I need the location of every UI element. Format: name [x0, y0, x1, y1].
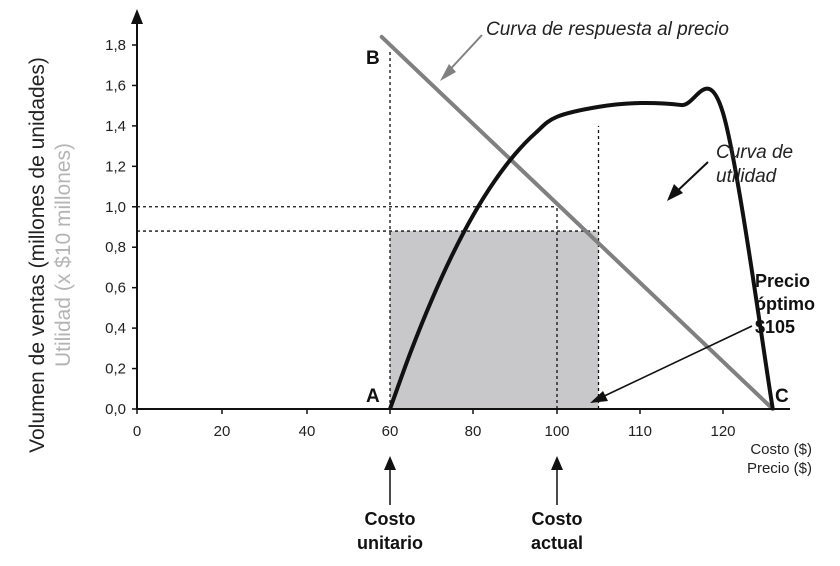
- y-axis-secondary-title: Utilidad (x $10 millones): [52, 143, 75, 367]
- profit-curve-annotation-line-1: Curva de: [716, 142, 793, 163]
- x-tick-label: 20: [214, 423, 231, 440]
- profit-curve-annotation-line-2: utilidad: [716, 166, 778, 187]
- x-axis-label-cost: Costo ($): [750, 441, 812, 458]
- y-tick-label: 1,4: [105, 118, 126, 135]
- x-tick-label: 80: [465, 423, 482, 440]
- unit-cost-arrowhead: [384, 456, 396, 470]
- price-curve-annotation-arrowhead: [440, 64, 456, 81]
- unit-cost-label-line-1: Costo: [365, 509, 416, 529]
- x-tick-label: 0: [133, 423, 141, 440]
- optimal-price-line-3: $105: [755, 317, 795, 337]
- y-tick-label: 1,8: [105, 37, 126, 54]
- optimal-price-line-1: Precio: [755, 271, 810, 291]
- x-tick-label: 120: [710, 423, 735, 440]
- price-curve-annotation: Curva de respuesta al precio: [486, 19, 729, 40]
- point-label-b: B: [366, 48, 380, 69]
- unit-cost-label-line-2: unitario: [357, 533, 423, 553]
- y-tick-label: 1,2: [105, 158, 126, 175]
- y-tick-label: 1,0: [105, 199, 126, 216]
- guide-lines-layer: [137, 49, 600, 409]
- optimal-price-line-2: óptimo: [755, 294, 815, 314]
- optimal-price-arrow: [597, 325, 753, 400]
- current-cost-arrowhead: [551, 456, 563, 470]
- x-tick-label: 40: [299, 423, 316, 440]
- y-tick-label: 0,0: [105, 401, 126, 418]
- y-tick-label: 0,8: [105, 239, 126, 256]
- y-axis-title: Volumen de ventas (millones de unidades): [26, 57, 49, 453]
- y-tick-label: 0,4: [105, 320, 126, 337]
- optimal-price-arrowhead: [590, 391, 608, 403]
- current-cost-label-line-2: actual: [531, 533, 583, 553]
- y-tick-label: 0,6: [105, 280, 126, 297]
- y-tick-label: 1,6: [105, 77, 126, 94]
- x-axis-label-price: Precio ($): [747, 460, 812, 477]
- profit-curve-annotation-arrowhead: [667, 184, 683, 201]
- ticks-layer: 0,0 0,2 0,4 0,6 0,8 1,0 1,2 1,4 1,6 1,8 0 20 40 60 80 1…: [105, 37, 735, 440]
- y-axis-arrowhead: [131, 9, 143, 24]
- axes-layer: [131, 9, 790, 410]
- point-label-a: A: [366, 386, 380, 407]
- y-tick-label: 0,2: [105, 361, 126, 378]
- series-profit-curve: [388, 86, 775, 410]
- point-label-c: C: [775, 386, 789, 407]
- current-cost-label-line-1: Costo: [532, 509, 583, 529]
- x-tick-label: 110: [628, 423, 652, 440]
- x-tick-label: 60: [382, 423, 399, 440]
- x-tick-label: 100: [544, 423, 569, 440]
